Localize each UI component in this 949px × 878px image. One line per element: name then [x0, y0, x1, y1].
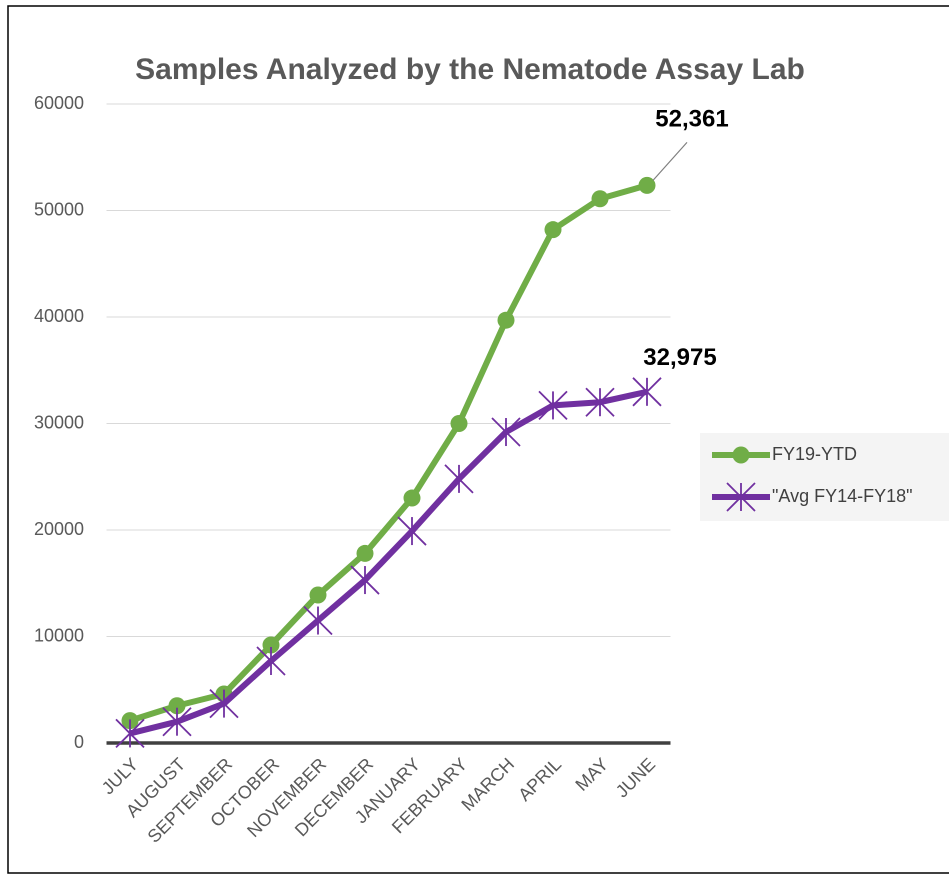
data-label: 52,361 [655, 106, 728, 133]
legend-label: FY19-YTD [772, 444, 857, 464]
point [497, 311, 515, 329]
legend-marker [732, 446, 750, 464]
legend-marker [726, 482, 756, 512]
y-tick-label: 30000 [34, 412, 84, 432]
point [403, 489, 421, 507]
point [303, 605, 333, 636]
point [350, 565, 380, 595]
point [309, 586, 327, 604]
y-tick-label: 50000 [34, 199, 84, 219]
y-tick-label: 0 [74, 732, 84, 752]
point [444, 464, 474, 494]
point [162, 707, 192, 737]
point [544, 221, 562, 239]
data-label: 32,975 [643, 344, 716, 371]
series-line [129, 388, 648, 737]
point [209, 688, 239, 719]
point [115, 718, 145, 749]
y-tick-label: 40000 [34, 306, 84, 326]
point [538, 390, 568, 421]
legend-label: "Avg FY14-FY18" [772, 486, 913, 506]
y-tick-label: 10000 [34, 625, 84, 645]
point [585, 387, 615, 417]
leader-line [652, 141, 688, 181]
point [638, 176, 656, 194]
point [262, 636, 280, 654]
point [632, 377, 662, 407]
point [397, 516, 427, 546]
point [168, 697, 186, 715]
chart-title: Samples Analyzed by the Nematode Assay L… [135, 53, 805, 86]
y-tick-label: 60000 [34, 93, 84, 113]
point [356, 544, 374, 562]
point [591, 190, 609, 208]
point [450, 415, 468, 432]
point [256, 646, 286, 676]
y-tick-label: 20000 [34, 519, 84, 539]
point [491, 417, 521, 447]
